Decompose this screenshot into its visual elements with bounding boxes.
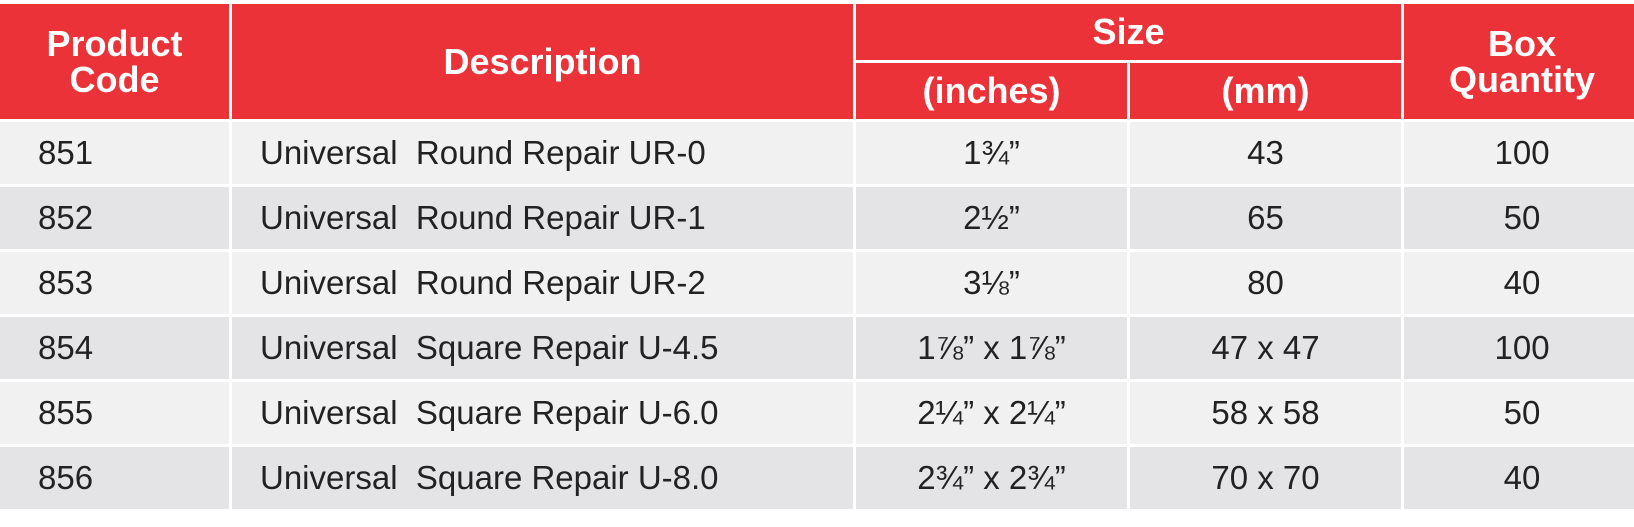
- table-row: 856 Universal Square Repair U-8.0 2¾” x 2¾…: [0, 447, 1634, 509]
- cell-inches: 3⅛”: [856, 252, 1127, 314]
- cell-code: 853: [0, 252, 229, 314]
- cell-desc: Universal Round Repair UR-2: [232, 252, 853, 314]
- cell-mm: 43: [1130, 122, 1402, 184]
- cell-inches: 1⅞” x 1⅞”: [856, 317, 1127, 379]
- cell-qty: 50: [1404, 382, 1634, 444]
- table-row: 852 Universal Round Repair UR-1 2½” 65 50: [0, 187, 1634, 249]
- cell-desc: Universal Square Repair U-6.0: [232, 382, 853, 444]
- cell-mm: 47 x 47: [1130, 317, 1402, 379]
- cell-inches: 1¾”: [856, 122, 1127, 184]
- cell-code: 856: [0, 447, 229, 509]
- cell-mm: 80: [1130, 252, 1402, 314]
- table-row: 851 Universal Round Repair UR-0 1¾” 43 100: [0, 122, 1634, 184]
- header-box-quantity: Box Quantity: [1404, 4, 1634, 119]
- cell-code: 852: [0, 187, 229, 249]
- cell-inches: 2¾” x 2¾”: [856, 447, 1127, 509]
- header-mm: (mm): [1130, 63, 1402, 119]
- cell-desc: Universal Round Repair UR-0: [232, 122, 853, 184]
- cell-qty: 100: [1404, 317, 1634, 379]
- cell-mm: 58 x 58: [1130, 382, 1402, 444]
- header-description: Description: [232, 4, 853, 119]
- cell-mm: 65: [1130, 187, 1402, 249]
- cell-qty: 40: [1404, 447, 1634, 509]
- cell-inches: 2¼” x 2¼”: [856, 382, 1127, 444]
- product-table: Product Code Description Size Box Quanti…: [0, 1, 1634, 512]
- cell-code: 851: [0, 122, 229, 184]
- table-row: 853 Universal Round Repair UR-2 3⅛” 80 40: [0, 252, 1634, 314]
- cell-code: 855: [0, 382, 229, 444]
- cell-qty: 50: [1404, 187, 1634, 249]
- cell-mm: 70 x 70: [1130, 447, 1402, 509]
- cell-code: 854: [0, 317, 229, 379]
- header-inches: (inches): [856, 63, 1127, 119]
- table-body: 851 Universal Round Repair UR-0 1¾” 43 100 85…: [0, 122, 1634, 509]
- cell-qty: 100: [1404, 122, 1634, 184]
- cell-desc: Universal Square Repair U-8.0: [232, 447, 853, 509]
- table-row: 855 Universal Square Repair U-6.0 2¼” x 2¼…: [0, 382, 1634, 444]
- cell-desc: Universal Round Repair UR-1: [232, 187, 853, 249]
- table-row: 854 Universal Square Repair U-4.5 1⅞” x 1⅞…: [0, 317, 1634, 379]
- cell-desc: Universal Square Repair U-4.5: [232, 317, 853, 379]
- cell-qty: 40: [1404, 252, 1634, 314]
- cell-inches: 2½”: [856, 187, 1127, 249]
- header-size: Size: [856, 4, 1402, 60]
- header-product-code: Product Code: [0, 4, 229, 119]
